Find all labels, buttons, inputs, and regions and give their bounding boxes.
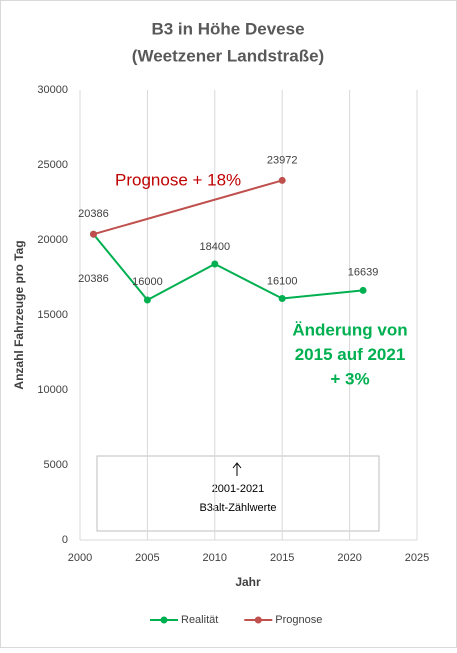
annotation-box <box>96 455 380 532</box>
box-text: B3alt-Zählwerte <box>199 502 276 514</box>
y-tick-label: 20000 <box>37 234 68 246</box>
x-tick-label: 2015 <box>270 552 294 564</box>
data-label: 18400 <box>200 241 231 253</box>
data-label: 16000 <box>132 276 163 288</box>
x-tick-label: 2005 <box>135 552 159 564</box>
annotation: + 3% <box>330 369 369 388</box>
legend-label: Realität <box>181 614 218 626</box>
y-axis-title: Anzahl Fahrzeuge pro Tag <box>12 240 26 389</box>
series-line <box>93 179 283 236</box>
y-tick-label: 30000 <box>37 84 68 96</box>
data-label: 20386 <box>78 273 109 285</box>
data-point <box>278 176 286 184</box>
legend-label: Prognose <box>275 614 322 626</box>
data-label: 16639 <box>348 266 379 278</box>
data-point <box>359 286 367 294</box>
y-tick-label: 15000 <box>37 309 68 321</box>
y-tick-label: 0 <box>62 534 68 546</box>
data-label: 20386 <box>78 208 109 220</box>
data-point <box>211 260 219 268</box>
y-tick-label: 5000 <box>44 459 68 471</box>
x-tick-label: 2020 <box>337 552 361 564</box>
data-label: 23972 <box>267 154 298 166</box>
box-text: 2001-2021 <box>212 483 265 495</box>
y-tick-label: 25000 <box>37 159 68 171</box>
annotation: Änderung von <box>292 320 407 339</box>
x-axis-title: Jahr <box>235 575 261 589</box>
arrow-head <box>232 462 242 469</box>
legend-marker <box>254 616 262 624</box>
data-label: 16100 <box>267 275 298 287</box>
annotation: Prognose + 18% <box>115 170 241 189</box>
legend-marker <box>160 616 168 624</box>
data-point <box>143 296 151 304</box>
y-tick-label: 10000 <box>37 384 68 396</box>
x-tick-label: 2025 <box>405 552 429 564</box>
x-tick-label: 2000 <box>68 552 92 564</box>
data-point <box>89 230 97 238</box>
chart-title: B3 in Höhe Devese <box>151 19 304 38</box>
x-tick-label: 2010 <box>203 552 227 564</box>
data-point <box>278 295 286 302</box>
annotation: 2015 auf 2021 <box>295 345 406 364</box>
chart-title: (Weetzener Landstraße) <box>132 46 324 65</box>
